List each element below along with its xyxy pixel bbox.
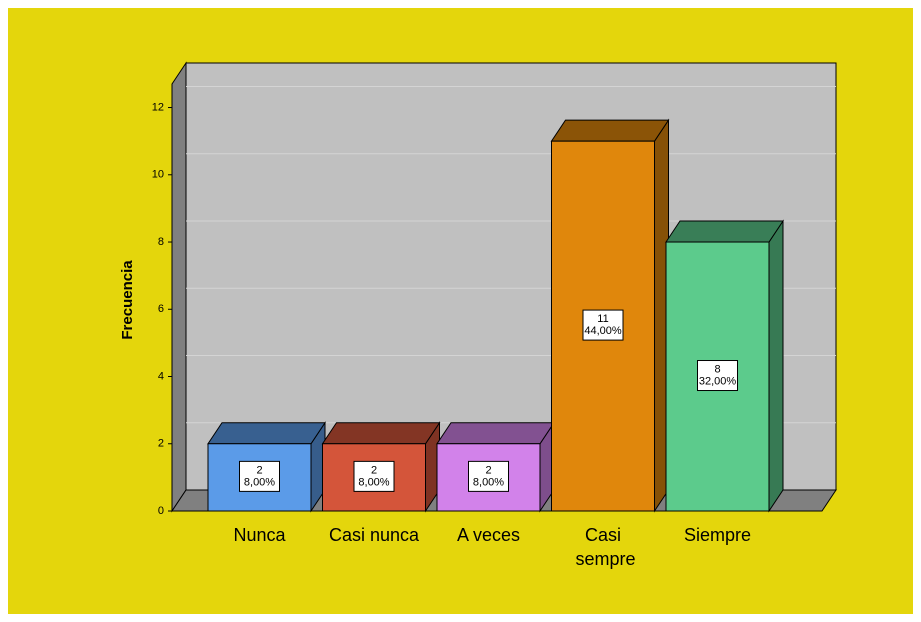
data-label-box [582, 309, 624, 341]
data-label-percent: 8,00% [473, 476, 504, 488]
data-label-box [353, 460, 395, 492]
data-label-box [468, 460, 509, 492]
y-tick-label: 0 [158, 505, 164, 517]
bar-top [665, 220, 784, 243]
data-label-box [239, 460, 280, 492]
x-tick-label: Casi nunca [329, 525, 420, 545]
y-tick-label: 2 [158, 438, 164, 450]
data-label-box [697, 360, 738, 392]
data-label-percent: 8,00% [358, 476, 389, 488]
y-axis-title: Frecuencia [119, 260, 136, 340]
bar-side [768, 219, 784, 513]
data-label-count: 11 [597, 313, 608, 325]
data-label-count: 8 [714, 363, 720, 375]
y-tick-label: 8 [158, 236, 164, 248]
y-tick-label: 12 [152, 101, 164, 113]
x-tick-label: Siempre [684, 525, 751, 545]
data-label-percent: 32,00% [699, 375, 737, 387]
bar-top [321, 422, 441, 445]
bar-top [207, 422, 326, 445]
y-tick-label: 6 [158, 303, 164, 315]
data-label-count: 2 [371, 464, 377, 476]
left-wall [171, 61, 187, 513]
x-tick-label: Casi sempre [570, 525, 635, 569]
bar-top [436, 422, 555, 445]
y-tick-label: 4 [158, 370, 164, 382]
data-label-percent: 44,00% [584, 325, 622, 337]
data-label-percent: 8,00% [244, 476, 275, 488]
data-label-count: 2 [485, 464, 491, 476]
x-tick-label: Nunca [233, 525, 286, 545]
y-tick-label: 10 [152, 169, 164, 181]
bar-top [550, 119, 670, 142]
x-tick-label: A veces [457, 525, 520, 545]
data-label-count: 2 [256, 464, 262, 476]
